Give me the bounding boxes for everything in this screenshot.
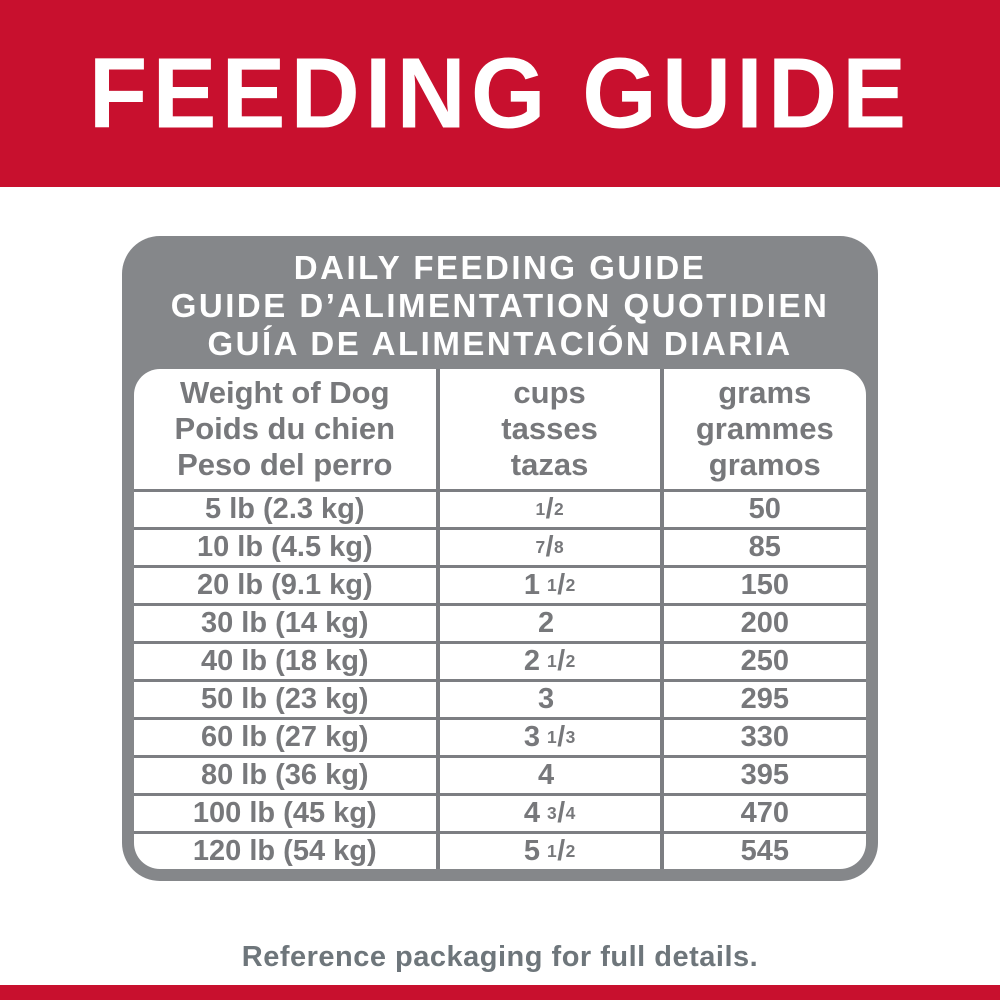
table-title-line: DAILY FEEDING GUIDE [293,248,707,286]
weight-cell: 20 lb (9.1 kg) [134,565,436,603]
cups-cell: 4 3/4 [435,793,660,831]
weight-cell: 10 lb (4.5 kg) [134,527,436,565]
weight-cell: 60 lb (27 kg) [134,717,436,755]
grams-cell: 330 [659,717,866,755]
grams-cell: 50 [659,489,866,527]
grams-cell: 395 [659,755,866,793]
column-header-line: Peso del perro [177,447,393,482]
column-header-line: Weight of Dog [180,375,390,410]
column-header-weight: Weight of Dog Poids du chien Peso del perr… [134,369,436,489]
table-title-line: GUIDE D’ALIMENTATION QUOTIDIEN [170,286,830,324]
grams-cell: 150 [659,565,866,603]
weight-cell: 80 lb (36 kg) [134,755,436,793]
feeding-table-card: DAILY FEEDING GUIDE GUIDE D’ALIMENTATION … [122,236,878,881]
cups-cell: 1 1/2 [435,565,660,603]
cups-cell: 3 [435,679,660,717]
weight-cell: 50 lb (23 kg) [134,679,436,717]
bottom-red-bar [0,985,1000,1000]
column-header-line: grams [718,375,812,410]
banner-title: FEEDING GUIDE [88,37,912,149]
footer-note: Reference packaging for full details. [241,941,759,973]
grams-cell: 545 [659,831,866,869]
feeding-table-grid: Weight of Dog Poids du chien Peso del perr… [134,369,866,869]
weight-cell: 30 lb (14 kg) [134,603,436,641]
column-header-line: gramos [708,447,821,482]
column-header-line: cups [513,375,586,410]
column-header-cups: cups tasses tazas [435,369,660,489]
column-header-line: tasses [501,411,598,446]
cups-cell: 5 1/2 [435,831,660,869]
weight-cell: 5 lb (2.3 kg) [134,489,436,527]
weight-cell: 40 lb (18 kg) [134,641,436,679]
cups-cell: 3 1/3 [435,717,660,755]
weight-cell: 120 lb (54 kg) [134,831,436,869]
column-header-line: Poids du chien [174,411,396,446]
column-header-line: grammes [695,411,834,446]
grams-cell: 200 [659,603,866,641]
grams-cell: 250 [659,641,866,679]
weight-cell: 100 lb (45 kg) [134,793,436,831]
table-title-line: GUÍA DE ALIMENTACIÓN DIARIA [207,324,793,362]
cups-cell: 1/2 [435,489,660,527]
feeding-table: Weight of Dog Poids du chien Peso del perr… [134,369,866,869]
cups-cell: 4 [435,755,660,793]
grams-cell: 470 [659,793,866,831]
grams-cell: 85 [659,527,866,565]
table-title: DAILY FEEDING GUIDE GUIDE D’ALIMENTATION … [134,236,866,369]
cups-cell: 7/8 [435,527,660,565]
column-header-grams: grams grammes gramos [659,369,866,489]
column-header-line: tazas [510,447,589,482]
banner: FEEDING GUIDE [0,0,1000,187]
grams-cell: 295 [659,679,866,717]
cups-cell: 2 1/2 [435,641,660,679]
cups-cell: 2 [435,603,660,641]
